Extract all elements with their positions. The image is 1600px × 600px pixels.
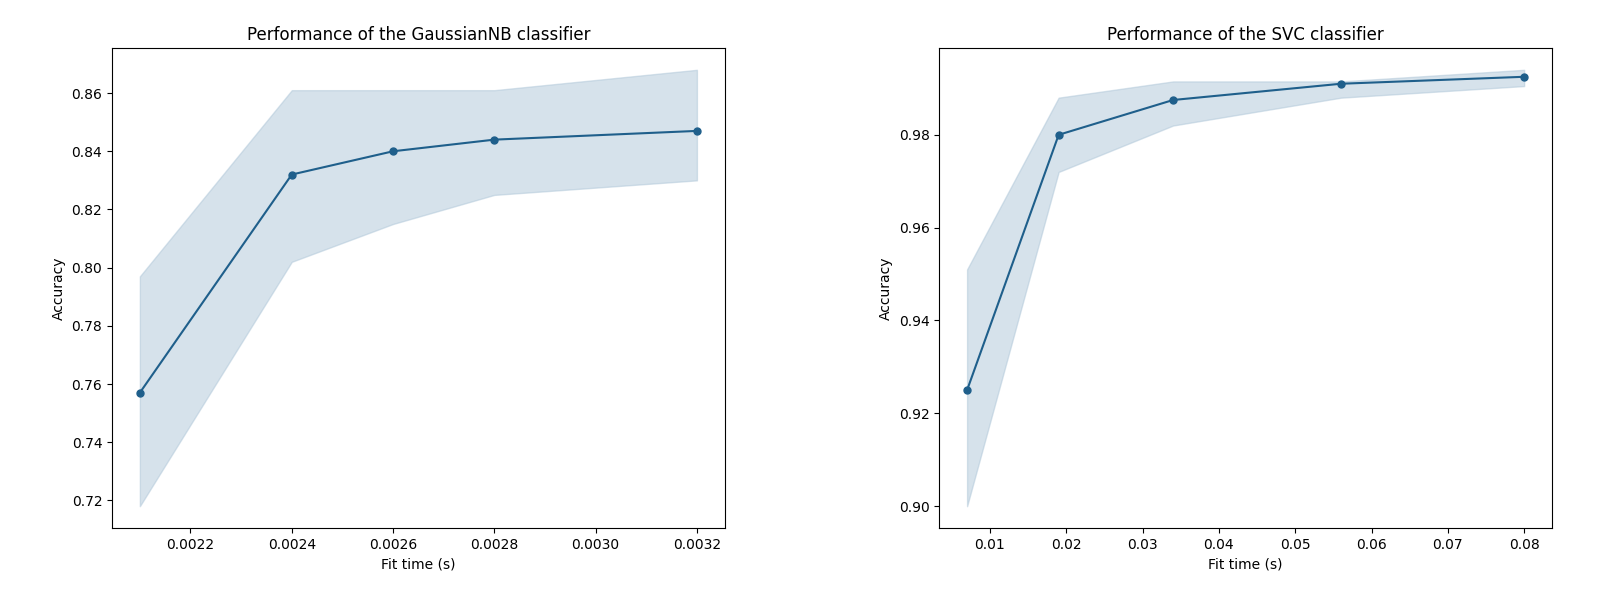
X-axis label: Fit time (s): Fit time (s) (1208, 557, 1283, 571)
Y-axis label: Accuracy: Accuracy (878, 256, 893, 320)
X-axis label: Fit time (s): Fit time (s) (381, 557, 456, 571)
Title: Performance of the GaussianNB classifier: Performance of the GaussianNB classifier (246, 26, 590, 44)
Y-axis label: Accuracy: Accuracy (51, 256, 66, 320)
Title: Performance of the SVC classifier: Performance of the SVC classifier (1107, 26, 1384, 44)
